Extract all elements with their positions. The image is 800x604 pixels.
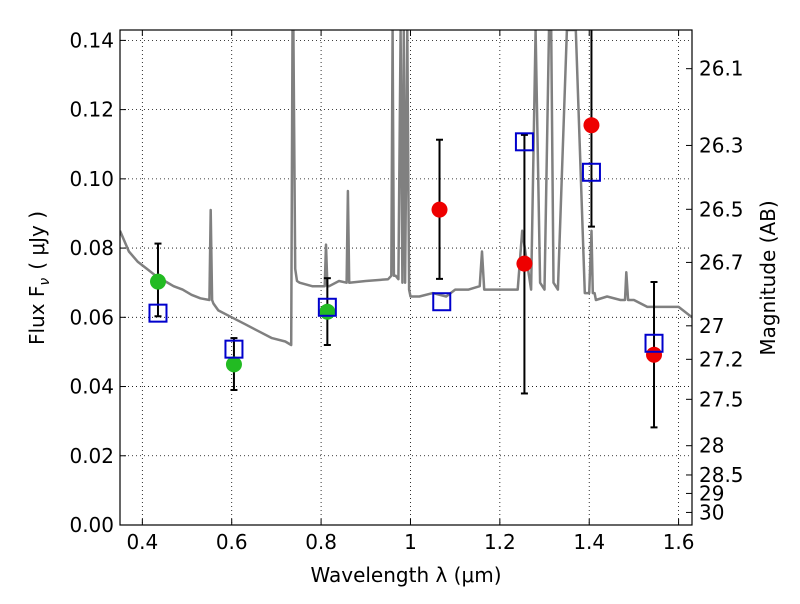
- axes: 0.4 0.6 0.8 1 1.2 1.4 1.6 0.00 0.02 0.04 0.06 0.08 0…: [69, 28, 743, 554]
- y-tick-label: 0.10: [69, 167, 114, 191]
- blue-square-marker: [317, 297, 337, 317]
- green-data-point: [149, 273, 166, 290]
- x-tick-label: 1.2: [484, 530, 516, 554]
- magnitude-tick-label: 28.5: [699, 463, 744, 487]
- y-tick-label: 0.12: [69, 98, 114, 122]
- red-data-point: [583, 117, 600, 134]
- blue-square-marker: [432, 292, 452, 312]
- y-tick-label: 0.08: [69, 236, 114, 260]
- x-tick-label: 1: [404, 530, 417, 554]
- magnitude-tick-label: 29: [699, 481, 724, 505]
- y-axis-label-subscript: ν: [37, 278, 53, 286]
- blue-square-marker: [224, 339, 244, 359]
- magnitude-tick-label: 26.1: [699, 57, 744, 81]
- red-data-point: [516, 255, 533, 272]
- blue-square-marker: [644, 333, 664, 353]
- model-spectrum-line: [120, 30, 692, 347]
- red-data-point: [646, 346, 663, 363]
- x-tick-label: 0.4: [126, 530, 158, 554]
- green-data-point: [225, 356, 242, 373]
- y-tick-label: 0.14: [69, 28, 114, 52]
- red-data-point: [431, 201, 448, 218]
- x-tick-label: 0.6: [216, 530, 248, 554]
- svg-text:Flux Fν( μJy ): Flux Fν ( μJy ): [25, 211, 53, 345]
- x-axis-label: Wavelength λ (μm): [310, 563, 501, 587]
- magnitude-axis-label: Magnitude (AB): [756, 200, 780, 355]
- magnitude-tick-label: 26.7: [699, 250, 744, 274]
- y-tick-label: 0.02: [69, 444, 114, 468]
- y-axis-label-group: Flux Fν ( μJy ): [25, 211, 53, 345]
- x-tick-label: 1.6: [663, 530, 695, 554]
- plot-frame: [119, 29, 693, 526]
- magnitude-tick-label: 28: [699, 434, 724, 458]
- x-tick-label: 0.8: [305, 530, 337, 554]
- magnitude-tick-label: 26.3: [699, 133, 744, 157]
- y-axis-label: Flux F: [25, 286, 49, 345]
- y-tick-label: 0.06: [69, 305, 114, 329]
- y-tick-label: 0.04: [69, 375, 114, 399]
- green-data-point: [319, 303, 336, 320]
- plot-area: [120, 30, 692, 429]
- magnitude-tick-label: 27.2: [699, 347, 744, 371]
- magnitude-tick-label: 30: [699, 500, 724, 524]
- x-tick-label: 1.4: [573, 530, 605, 554]
- blue-square-marker: [581, 162, 601, 182]
- y-axis-label-unit: ( μJy ): [25, 211, 49, 270]
- magnitude-tick-label: 27.5: [699, 387, 744, 411]
- magnitude-tick-label: 27: [699, 314, 724, 338]
- magnitude-tick-label: 26.5: [699, 197, 744, 221]
- y-tick-label: 0.00: [69, 513, 114, 537]
- blue-square-marker: [148, 303, 168, 323]
- blue-square-marker: [514, 132, 534, 152]
